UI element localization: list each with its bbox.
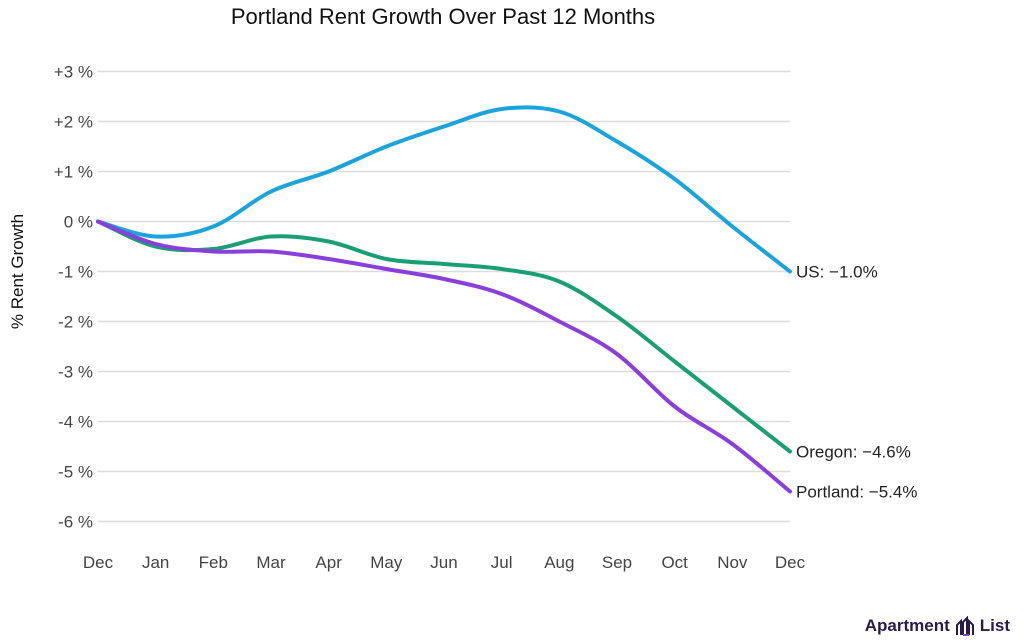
series-line-oregon xyxy=(96,219,792,454)
x-tick-label: Oct xyxy=(661,553,688,572)
end-label-portland: Portland: −5.4% xyxy=(796,483,917,502)
x-tick-label: Dec xyxy=(775,553,806,572)
apartment-list-logo: Apartment List xyxy=(865,616,1010,636)
y-tick-label: -3 % xyxy=(58,363,93,382)
x-tick-label: Feb xyxy=(199,553,228,572)
logo-text-left: Apartment xyxy=(864,616,950,635)
x-tick-label: Aug xyxy=(544,553,574,572)
x-tick-label: Mar xyxy=(256,553,286,572)
x-tick-label: Sep xyxy=(602,553,632,572)
chart-title: Portland Rent Growth Over Past 12 Months xyxy=(230,4,656,29)
logo-text-right: List xyxy=(979,616,1010,635)
end-label-us: US: −1.0% xyxy=(796,263,878,282)
y-tick-label: +2 % xyxy=(54,113,93,132)
y-tick-label: -4 % xyxy=(58,413,93,432)
y-tick-label: -2 % xyxy=(58,313,93,332)
y-tick-label: -6 % xyxy=(58,513,93,532)
x-tick-label: Apr xyxy=(315,553,342,572)
y-tick-label: -1 % xyxy=(58,263,93,282)
series-line-us xyxy=(96,105,792,274)
x-tick-label: Jul xyxy=(491,553,513,572)
building-logo-icon xyxy=(955,616,974,636)
x-tick-label: May xyxy=(370,553,403,572)
series-line-portland xyxy=(96,219,792,494)
x-tick-label: Nov xyxy=(717,553,748,572)
y-tick-label: 0 % xyxy=(64,213,93,232)
y-axis-label: % Rent Growth xyxy=(8,214,27,329)
y-tick-label: -5 % xyxy=(58,463,93,482)
y-tick-label: +3 % xyxy=(54,63,93,82)
x-tick-label: Jan xyxy=(142,553,169,572)
x-tick-label: Dec xyxy=(83,553,114,572)
end-label-oregon: Oregon: −4.6% xyxy=(796,443,911,462)
x-tick-label: Jun xyxy=(430,553,457,572)
y-tick-label: +1 % xyxy=(54,163,93,182)
